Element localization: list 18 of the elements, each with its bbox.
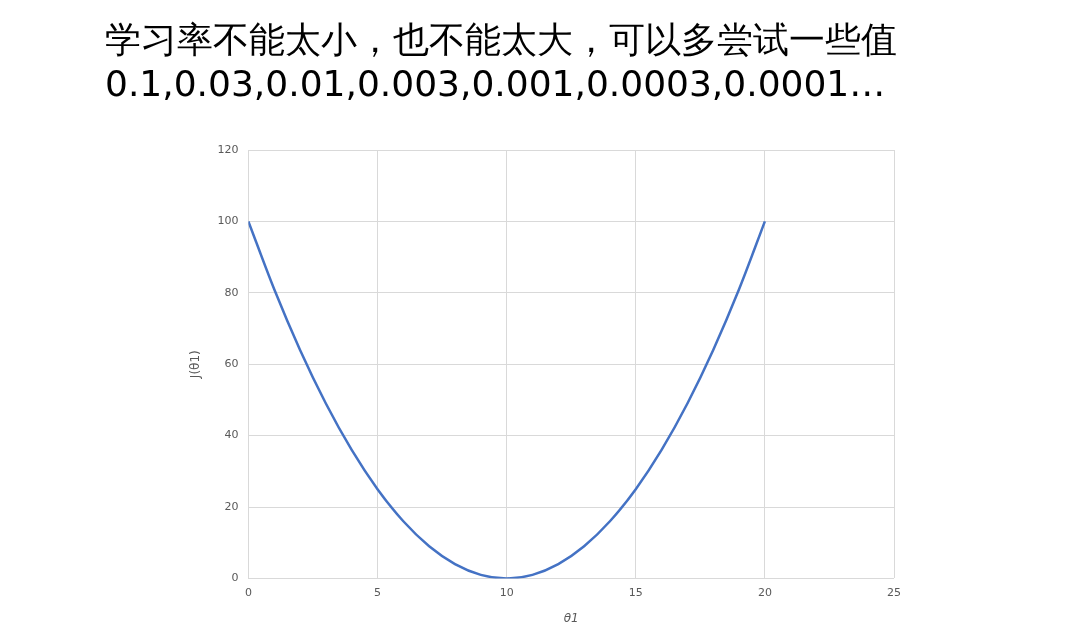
x-tick-label: 10: [499, 585, 514, 599]
y-tick-label: 20: [224, 499, 239, 513]
x-axis-title: θ1: [563, 610, 579, 625]
x-tick-label: 15: [628, 585, 643, 599]
chart-title: 学习率不能太小，也不能太大，可以多尝试一些值: [105, 18, 897, 62]
y-tick-label: 40: [224, 428, 239, 442]
x-tick-label: 5: [374, 585, 382, 599]
x-tick-label: 25: [887, 585, 901, 599]
line-series: [248, 220, 767, 579]
y-tick-label: 0: [231, 571, 239, 585]
x-tick-label: 0: [244, 585, 252, 599]
y-tick-label: 100: [217, 214, 239, 228]
y-axis-title: J(θ1): [188, 350, 203, 380]
y-tick-label: 60: [224, 357, 239, 371]
y-tick-label: 80: [224, 285, 239, 299]
y-tick-label: 120: [217, 142, 239, 156]
x-tick-label: 20: [757, 585, 772, 599]
chart-subtitle: 0.1,0.03,0.01,0.003,0.001,0.0003,0.0001…: [105, 62, 886, 106]
